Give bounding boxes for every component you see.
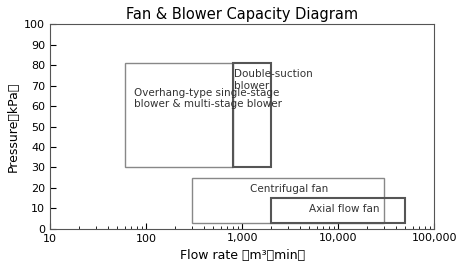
Y-axis label: Pressure（kPa）: Pressure（kPa） xyxy=(7,82,20,172)
Title: Fan & Blower Capacity Diagram: Fan & Blower Capacity Diagram xyxy=(126,7,357,22)
Text: Double-suction
blower: Double-suction blower xyxy=(234,69,313,91)
Bar xyxy=(192,178,383,222)
Bar xyxy=(232,63,270,167)
Text: Axial flow fan: Axial flow fan xyxy=(309,204,379,214)
Bar xyxy=(125,63,232,167)
Text: Overhang-type single-stage
blower & multi-stage blower: Overhang-type single-stage blower & mult… xyxy=(134,88,282,109)
Text: Centrifugal fan: Centrifugal fan xyxy=(249,184,327,194)
Bar xyxy=(270,198,405,222)
X-axis label: Flow rate （m³／min）: Flow rate （m³／min） xyxy=(179,249,304,262)
